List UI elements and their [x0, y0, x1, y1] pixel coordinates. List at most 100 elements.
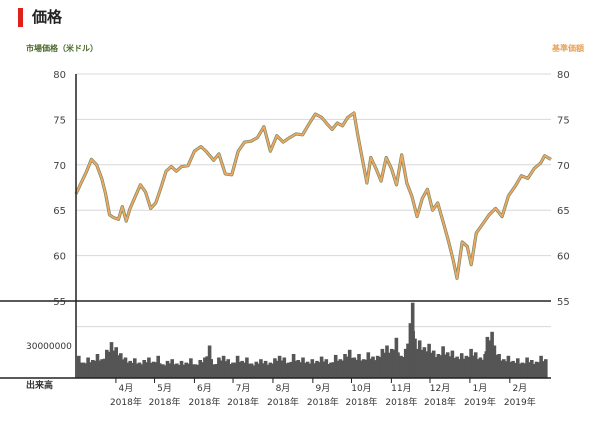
- volume-bar: [516, 358, 520, 378]
- volume-bar: [233, 362, 237, 378]
- volume-bar: [473, 352, 478, 378]
- volume-bar: [135, 363, 139, 378]
- volume-bar: [196, 365, 199, 378]
- x-tick-year: 2018年: [110, 396, 142, 408]
- volume-bar: [266, 364, 269, 378]
- volume-bar: [478, 357, 483, 378]
- x-tick-month: 4月: [119, 383, 134, 394]
- volume-bar: [91, 360, 95, 378]
- volume-bar: [378, 357, 382, 378]
- volume-bar: [443, 354, 447, 378]
- volume-bar: [530, 360, 534, 378]
- volume-bar: [296, 360, 301, 378]
- volume-bar: [537, 362, 540, 378]
- volume-bar: [445, 352, 450, 378]
- volume-bar: [452, 358, 456, 378]
- volume-bar: [144, 362, 148, 378]
- x-tick-month: 5月: [157, 383, 172, 394]
- volume-bar: [497, 354, 501, 378]
- volume-bar: [343, 354, 347, 378]
- volume-bar: [476, 359, 480, 378]
- x-tick-month: 11月: [391, 383, 411, 394]
- volume-bar: [525, 357, 529, 378]
- volume-bar: [520, 362, 525, 378]
- volume-bar: [457, 359, 461, 378]
- volume-bar: [319, 356, 324, 378]
- volume-bar: [98, 360, 101, 378]
- volume-bar: [352, 357, 357, 378]
- volume-bar: [224, 361, 227, 378]
- volume-bar: [263, 360, 268, 378]
- volume-bar: [270, 363, 274, 378]
- nav-line: [75, 112, 552, 280]
- volume-bar: [126, 362, 129, 378]
- x-tick-month: 1月: [473, 383, 488, 394]
- volume-bar: [259, 359, 263, 378]
- volume-bar: [317, 362, 321, 378]
- volume-bar: [305, 361, 310, 378]
- y-tick-label-left: 60: [53, 252, 66, 263]
- volume-bar: [175, 363, 179, 378]
- y-tick-label-right: 55: [557, 297, 570, 308]
- volume-bar: [368, 358, 372, 378]
- volume-bar: [322, 361, 326, 378]
- volume-bar: [81, 362, 86, 378]
- volume-bar: [527, 362, 531, 378]
- volume-bar: [509, 361, 512, 378]
- y-tick-label-left: 65: [53, 206, 66, 217]
- right-axis-title: 基準価額: [552, 44, 584, 53]
- volume-bar: [340, 360, 344, 378]
- volume-bar: [252, 365, 255, 378]
- volume-bar: [105, 349, 109, 378]
- volume-bar: [245, 357, 249, 378]
- volume-bar: [193, 364, 198, 378]
- y-tick-label-left: 75: [53, 115, 66, 126]
- volume-bar: [221, 355, 226, 378]
- volume-bar: [357, 354, 361, 378]
- volume-bar: [438, 355, 442, 378]
- x-tick-month: 7月: [236, 383, 251, 394]
- volume-bar: [200, 362, 204, 378]
- chart-axes: [0, 74, 551, 379]
- volume-bar: [495, 354, 498, 378]
- volume-bar: [338, 359, 343, 378]
- y-tick-label-right: 75: [557, 115, 570, 126]
- volume-bar: [116, 355, 120, 378]
- volume-bar: [464, 355, 469, 378]
- volume-bars: [77, 302, 548, 378]
- x-tick-year: 2018年: [385, 396, 417, 408]
- volume-bar: [431, 350, 436, 378]
- x-tick-month: 8月: [276, 383, 291, 394]
- x-tick-year: 2019年: [504, 396, 536, 408]
- volume-bar: [291, 354, 296, 378]
- volume-bar: [95, 354, 100, 378]
- volume-bar: [429, 352, 433, 378]
- volume-bar: [210, 359, 213, 378]
- volume-axis-label: 出来高: [26, 379, 53, 391]
- volume-bar: [123, 357, 128, 378]
- volume-bar: [469, 348, 473, 378]
- volume-bar: [88, 362, 92, 378]
- volume-bar: [102, 358, 106, 378]
- x-tick-year: 2019年: [464, 396, 496, 408]
- volume-bar: [109, 342, 114, 378]
- volume-bar: [240, 360, 244, 378]
- x-tick-year: 2018年: [188, 396, 220, 408]
- volume-bar: [394, 337, 399, 378]
- x-tick-month: 6月: [197, 383, 212, 394]
- volume-bar: [539, 355, 543, 378]
- x-tick-year: 2018年: [227, 396, 259, 408]
- volume-bar: [119, 353, 123, 378]
- x-tick-month: 12月: [430, 383, 450, 394]
- volume-bar: [385, 345, 389, 378]
- volume-bar: [392, 349, 396, 378]
- volume-bar: [254, 361, 259, 378]
- volume-bar: [186, 363, 190, 378]
- volume-bar: [130, 362, 134, 378]
- volume-bar: [170, 359, 174, 378]
- volume-bar: [168, 363, 171, 378]
- title-accent-bar: [18, 8, 23, 27]
- x-tick-year: 2018年: [149, 396, 181, 408]
- x-axis-ticks: 4月 2018年 5月 2018年 6月 2018年 7月 2018年 8月 2018年 9月 201…: [110, 378, 536, 408]
